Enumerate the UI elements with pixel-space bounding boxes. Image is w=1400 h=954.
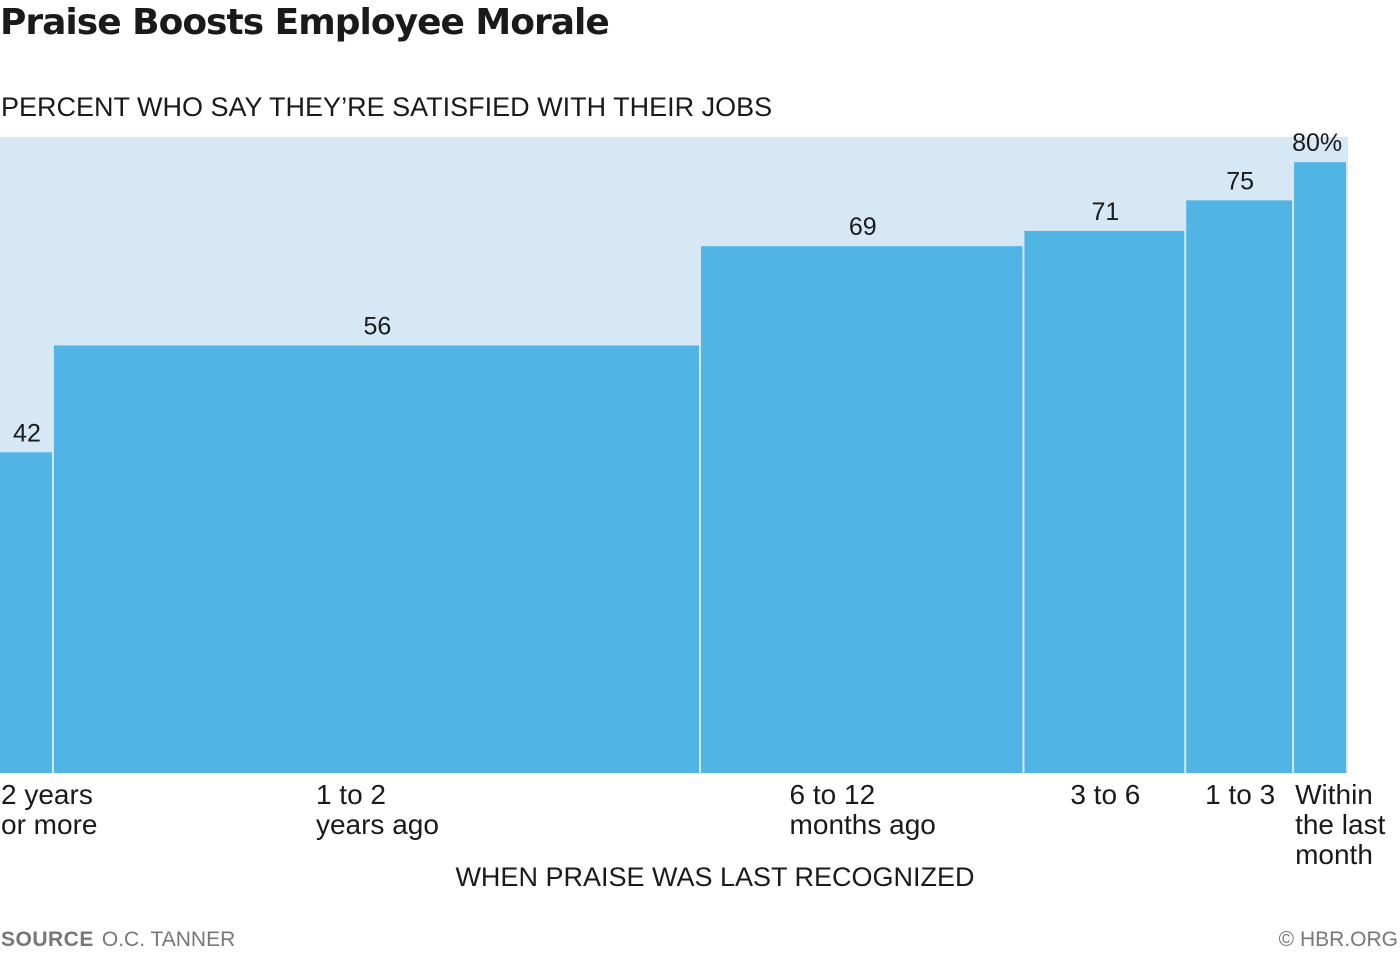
bar-value-label: 69 <box>849 213 877 241</box>
chart-title: Praise Boosts Employee Morale <box>0 2 610 43</box>
category-label: 6 to 12 months ago <box>789 779 936 840</box>
category-label: 2 years or more <box>1 779 98 840</box>
source-text: O.C. TANNER <box>101 928 236 951</box>
bar-value-label: 56 <box>364 312 392 340</box>
source-label: SOURCE <box>1 928 94 951</box>
x-axis-label: WHEN PRAISE WAS LAST RECOGNIZED <box>455 862 975 892</box>
source-note: SOURCE O.C. TANNER <box>1 928 235 952</box>
value-labels-group: 42 56 69 71 75 80% <box>13 129 1342 447</box>
category-label: 1 to 2 years ago <box>315 779 439 840</box>
chart-subtitle: PERCENT WHO SAY THEY’RE SATISFIED WITH T… <box>1 92 773 122</box>
bar-value-label: 42 <box>13 419 41 447</box>
category-label: Within the last month <box>1295 779 1386 870</box>
bar <box>53 345 699 773</box>
bar <box>0 452 52 773</box>
credit: © HBR.ORG <box>1278 928 1398 951</box>
bar-value-label: 75 <box>1226 167 1254 195</box>
bars-group <box>0 162 1346 774</box>
bar <box>1024 230 1185 774</box>
bar <box>1186 200 1293 773</box>
bar <box>1294 162 1346 773</box>
bar-value-label: 80% <box>1292 129 1342 157</box>
category-label: 1 to 3 <box>1205 779 1276 810</box>
category-label: 3 to 6 <box>1070 779 1141 810</box>
bar-value-label: 71 <box>1091 198 1119 226</box>
bar <box>700 246 1023 773</box>
